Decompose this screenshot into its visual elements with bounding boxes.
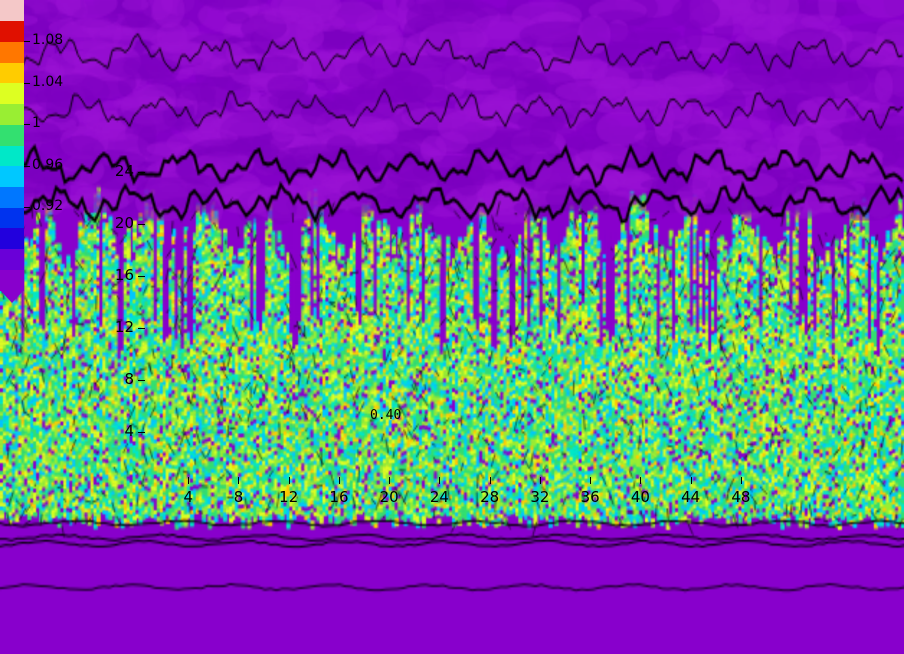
x-tick-label: 40 [630,488,650,506]
x-tick-label: 28 [480,488,500,506]
colorbar-segment [0,41,24,63]
colorbar-tick-mark [24,82,30,84]
y-tick-mark [138,431,145,433]
x-tick-mark [489,477,491,484]
colorbar-segment [0,62,24,84]
colorbar-tick-label: 1.04 [32,73,64,90]
x-tick-label: 32 [530,488,550,506]
x-tick-label: 20 [379,488,399,506]
x-tick-label: 36 [580,488,600,506]
colorbar-tick-mark [24,41,30,43]
y-tick-mark [138,327,145,329]
colorbar-segment [0,145,24,167]
y-tick-mark [138,275,145,277]
colorbar-segment [0,20,24,43]
colorbar-tick-label: 1 [32,115,41,132]
colorbar-segment [0,124,24,146]
x-tick-mark [439,477,441,484]
colorbar-segment [0,0,24,22]
y-tick-label: 12 [114,317,134,336]
x-tick-mark [389,477,391,484]
colorbar-segment [0,227,24,250]
colorbar-segment [0,248,24,270]
x-tick-label: 16 [329,488,349,506]
x-tick-label: 8 [233,488,244,506]
x-tick-mark [288,477,290,484]
colorbar-segment [0,82,24,105]
colorbar-tick-mark [24,124,30,126]
y-tick-mark [138,379,145,381]
x-tick-mark [740,477,742,484]
colorbar-tick-label: 0.96 [32,156,64,173]
x-tick-mark [539,477,541,484]
y-tick-label: 24 [114,161,134,180]
x-tick-mark [690,477,692,484]
colorbar-segment [0,165,24,188]
x-tick-label: 24 [429,488,449,506]
y-tick-label: 16 [114,265,134,284]
colorbar-bottom-arrow [0,290,24,303]
x-tick-mark [238,477,240,484]
x-tick-label: 48 [731,488,751,506]
y-tick-mark [138,171,145,173]
colorbar-tick-mark [24,165,30,167]
x-tick-mark [338,477,340,484]
y-tick-label: 4 [124,421,134,440]
colorbar-segment [0,207,24,229]
x-tick-mark [590,477,592,484]
colorbar-tick-label: 0.92 [32,198,64,215]
x-tick-label: 4 [183,488,193,506]
y-tick-mark [138,223,145,225]
x-tick-label: 44 [681,488,701,506]
colorbar-segment [0,269,24,291]
colorbar-segment [0,186,24,208]
colorbar-tick-label: 1.08 [32,32,64,49]
y-tick-label: 8 [124,369,134,388]
colorbar-tick-mark [24,207,30,209]
x-tick-mark [640,477,642,484]
x-tick-label: 12 [279,488,299,506]
y-tick-label: 20 [114,213,134,232]
x-tick-mark [188,477,190,484]
colorbar-segment [0,103,24,125]
